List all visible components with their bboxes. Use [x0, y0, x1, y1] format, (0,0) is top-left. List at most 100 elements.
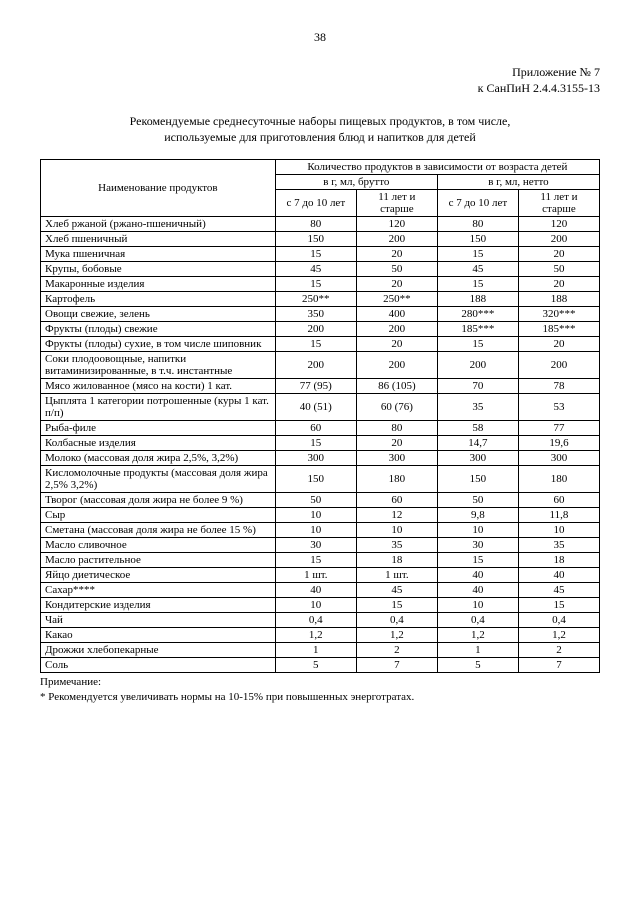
- product-name: Мука пшеничная: [41, 247, 276, 262]
- product-value: 30: [437, 538, 518, 553]
- product-value: 45: [356, 583, 437, 598]
- product-value: 10: [518, 523, 599, 538]
- col-header-age2-b: 11 лет и старше: [356, 190, 437, 217]
- table-row: Сметана (массовая доля жира не более 15 …: [41, 523, 600, 538]
- col-header-netto: в г, мл, нетто: [437, 175, 599, 190]
- product-value: 20: [356, 247, 437, 262]
- product-value: 150: [275, 466, 356, 493]
- table-row: Колбасные изделия152014,719,6: [41, 436, 600, 451]
- product-value: 80: [437, 217, 518, 232]
- product-value: 10: [437, 523, 518, 538]
- product-value: 250**: [356, 292, 437, 307]
- product-value: 50: [437, 493, 518, 508]
- product-value: 50: [356, 262, 437, 277]
- table-row: Рыба-филе60805877: [41, 421, 600, 436]
- product-value: 280***: [437, 307, 518, 322]
- col-header-age1-n: с 7 до 10 лет: [437, 190, 518, 217]
- product-name: Сметана (массовая доля жира не более 15 …: [41, 523, 276, 538]
- product-value: 15: [275, 337, 356, 352]
- product-value: 53: [518, 394, 599, 421]
- product-value: 40 (51): [275, 394, 356, 421]
- product-value: 1,2: [356, 628, 437, 643]
- product-value: 18: [356, 553, 437, 568]
- product-name: Колбасные изделия: [41, 436, 276, 451]
- product-value: 15: [518, 598, 599, 613]
- table-row: Сахар****40454045: [41, 583, 600, 598]
- table-row: Фрукты (плоды) сухие, в том числе шиповн…: [41, 337, 600, 352]
- product-value: 80: [356, 421, 437, 436]
- product-value: 50: [518, 262, 599, 277]
- product-value: 30: [275, 538, 356, 553]
- title-line1: Рекомендуемые среднесуточные наборы пище…: [40, 114, 600, 130]
- product-name: Макаронные изделия: [41, 277, 276, 292]
- product-value: 10: [275, 508, 356, 523]
- product-value: 185***: [518, 322, 599, 337]
- product-name: Молоко (массовая доля жира 2,5%, 3,2%): [41, 451, 276, 466]
- product-value: 5: [437, 658, 518, 673]
- product-value: 45: [518, 583, 599, 598]
- title-line2: используемые для приготовления блюд и на…: [40, 130, 600, 146]
- product-value: 15: [437, 277, 518, 292]
- product-value: 300: [518, 451, 599, 466]
- product-value: 10: [356, 523, 437, 538]
- product-value: 20: [356, 337, 437, 352]
- product-value: 60 (76): [356, 394, 437, 421]
- product-value: 7: [356, 658, 437, 673]
- appendix-line1: Приложение № 7: [40, 65, 600, 81]
- product-value: 15: [437, 247, 518, 262]
- product-value: 35: [437, 394, 518, 421]
- col-header-age1-b: с 7 до 10 лет: [275, 190, 356, 217]
- document-title: Рекомендуемые среднесуточные наборы пище…: [40, 114, 600, 145]
- product-value: 20: [518, 277, 599, 292]
- product-name: Картофель: [41, 292, 276, 307]
- product-value: 1 шт.: [356, 568, 437, 583]
- product-value: 300: [356, 451, 437, 466]
- product-value: 200: [356, 352, 437, 379]
- product-value: 180: [356, 466, 437, 493]
- col-header-qty: Количество продуктов в зависимости от во…: [275, 160, 599, 175]
- product-value: 60: [518, 493, 599, 508]
- product-value: 200: [518, 352, 599, 379]
- product-name: Масло растительное: [41, 553, 276, 568]
- table-row: Хлеб ржаной (ржано-пшеничный)8012080120: [41, 217, 600, 232]
- table-row: Цыплята 1 категории потрошенные (куры 1 …: [41, 394, 600, 421]
- table-row: Масло растительное15181518: [41, 553, 600, 568]
- product-value: 7: [518, 658, 599, 673]
- product-value: 20: [356, 277, 437, 292]
- product-value: 77 (95): [275, 379, 356, 394]
- table-row: Соки плодоовощные, напитки витаминизиров…: [41, 352, 600, 379]
- product-name: Овощи свежие, зелень: [41, 307, 276, 322]
- product-value: 20: [518, 247, 599, 262]
- product-value: 1: [437, 643, 518, 658]
- table-row: Сыр10129,811,8: [41, 508, 600, 523]
- product-value: 40: [518, 568, 599, 583]
- product-value: 200: [275, 322, 356, 337]
- product-name: Дрожжи хлебопекарные: [41, 643, 276, 658]
- product-name: Кисломолочные продукты (массовая доля жи…: [41, 466, 276, 493]
- table-row: Кисломолочные продукты (массовая доля жи…: [41, 466, 600, 493]
- col-header-brutto: в г, мл, брутто: [275, 175, 437, 190]
- table-row: Крупы, бобовые45504550: [41, 262, 600, 277]
- product-value: 18: [518, 553, 599, 568]
- product-value: 300: [275, 451, 356, 466]
- table-row: Чай0,40,40,40,4: [41, 613, 600, 628]
- table-row: Дрожжи хлебопекарные1212: [41, 643, 600, 658]
- product-value: 80: [275, 217, 356, 232]
- product-value: 200: [356, 322, 437, 337]
- product-value: 188: [518, 292, 599, 307]
- product-value: 10: [437, 598, 518, 613]
- product-value: 60: [356, 493, 437, 508]
- product-name: Сахар****: [41, 583, 276, 598]
- product-value: 45: [437, 262, 518, 277]
- product-value: 0,4: [356, 613, 437, 628]
- product-value: 86 (105): [356, 379, 437, 394]
- product-name: Соки плодоовощные, напитки витаминизиров…: [41, 352, 276, 379]
- product-value: 120: [518, 217, 599, 232]
- product-value: 180: [518, 466, 599, 493]
- product-value: 40: [275, 583, 356, 598]
- product-value: 15: [275, 277, 356, 292]
- product-value: 1: [275, 643, 356, 658]
- product-value: 300: [437, 451, 518, 466]
- product-name: Фрукты (плоды) свежие: [41, 322, 276, 337]
- product-name: Рыба-филе: [41, 421, 276, 436]
